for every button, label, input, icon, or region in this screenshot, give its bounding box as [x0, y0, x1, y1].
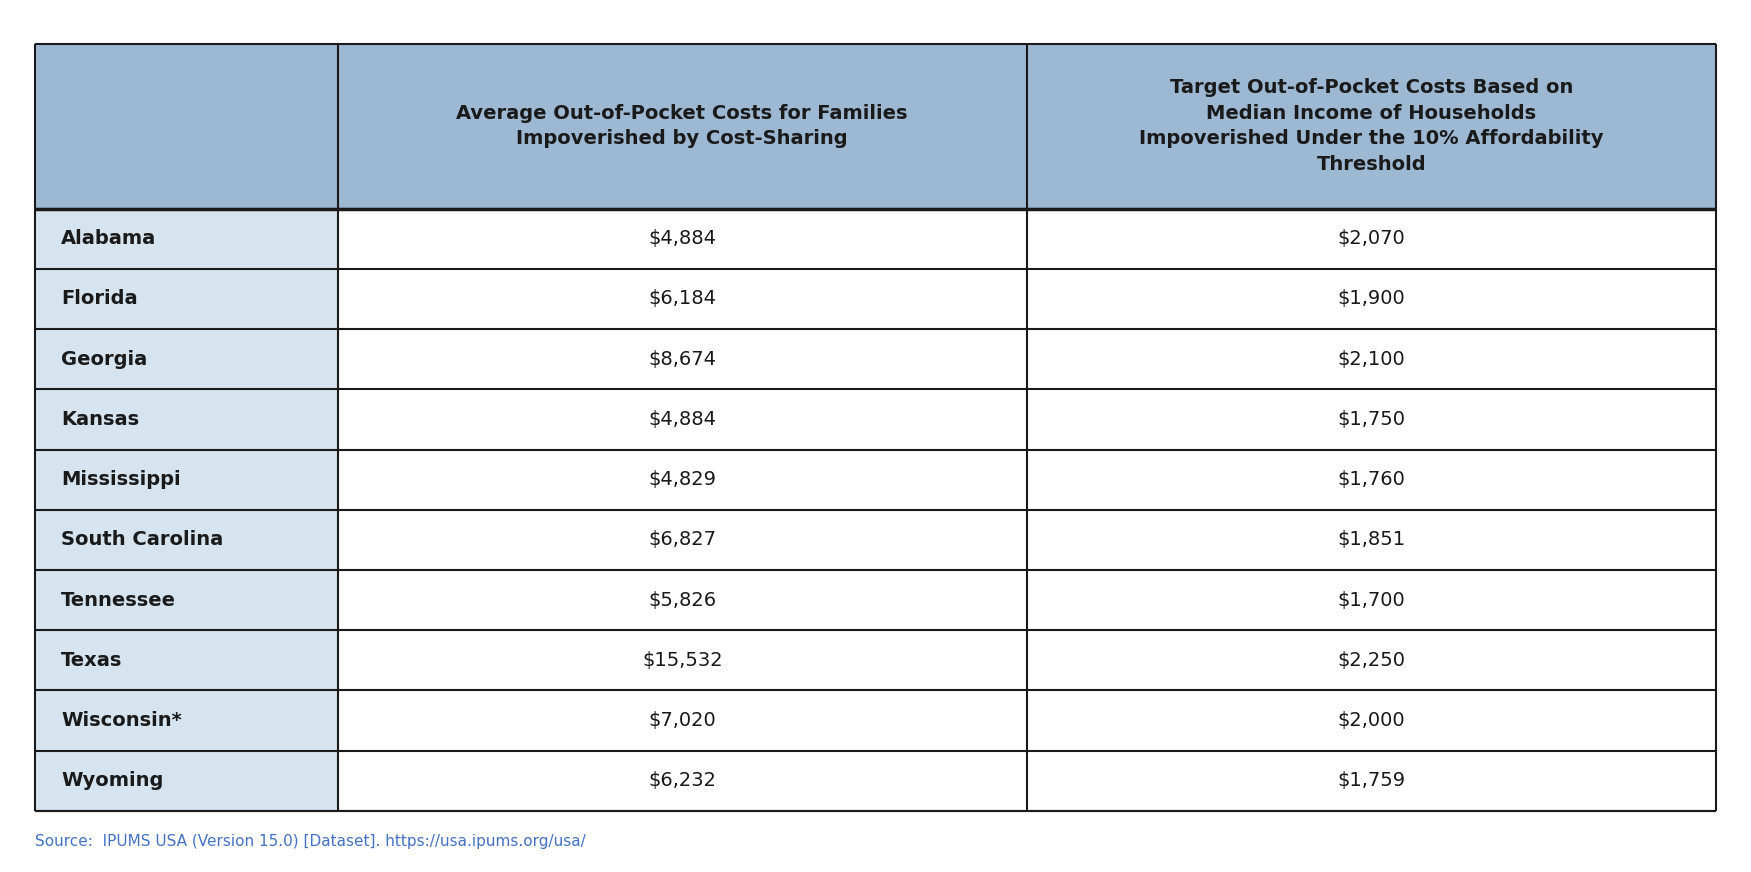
Bar — [1026, 389, 1716, 450]
Bar — [338, 389, 1026, 450]
Bar — [35, 630, 338, 691]
Text: $6,827: $6,827 — [648, 530, 716, 549]
Bar — [35, 269, 338, 329]
Text: Target Out-of-Pocket Costs Based on
Median Income of Households
Impoverished Und: Target Out-of-Pocket Costs Based on Medi… — [1140, 78, 1604, 174]
Text: Wisconsin*: Wisconsin* — [61, 711, 182, 730]
Text: Wyoming: Wyoming — [61, 772, 163, 790]
Text: $1,760: $1,760 — [1338, 470, 1406, 489]
Text: $1,759: $1,759 — [1338, 772, 1406, 790]
Bar — [35, 389, 338, 450]
Bar — [35, 691, 338, 751]
Bar — [338, 751, 1026, 811]
Bar — [338, 450, 1026, 510]
Bar — [1026, 751, 1716, 811]
Text: Source:  IPUMS USA (Version 15.0) [Dataset]. https://usa.ipums.org/usa/: Source: IPUMS USA (Version 15.0) [Datase… — [35, 834, 587, 849]
Bar — [338, 570, 1026, 630]
Text: $2,100: $2,100 — [1338, 350, 1406, 369]
Bar — [338, 208, 1026, 269]
Bar — [338, 510, 1026, 570]
Text: Georgia: Georgia — [61, 350, 147, 369]
Bar — [35, 44, 338, 208]
Bar — [338, 44, 1026, 208]
Text: $2,070: $2,070 — [1338, 229, 1406, 249]
Text: South Carolina: South Carolina — [61, 530, 224, 549]
Text: Alabama: Alabama — [61, 229, 156, 249]
Bar — [1026, 510, 1716, 570]
Bar — [1026, 570, 1716, 630]
Text: Tennessee: Tennessee — [61, 590, 177, 610]
Text: $4,884: $4,884 — [648, 410, 716, 429]
Text: $1,700: $1,700 — [1338, 590, 1406, 610]
Bar — [338, 329, 1026, 389]
Text: $1,750: $1,750 — [1338, 410, 1406, 429]
Bar — [1026, 44, 1716, 208]
Bar — [338, 269, 1026, 329]
Text: $8,674: $8,674 — [648, 350, 716, 369]
Bar — [1026, 208, 1716, 269]
Text: $1,900: $1,900 — [1338, 290, 1406, 309]
Text: $2,000: $2,000 — [1338, 711, 1406, 730]
Text: $4,884: $4,884 — [648, 229, 716, 249]
Bar — [338, 691, 1026, 751]
Bar — [1026, 269, 1716, 329]
Text: $6,184: $6,184 — [648, 290, 716, 309]
Bar — [1026, 329, 1716, 389]
Text: Texas: Texas — [61, 651, 123, 670]
Text: Average Out-of-Pocket Costs for Families
Impoverished by Cost-Sharing: Average Out-of-Pocket Costs for Families… — [457, 104, 909, 148]
Bar — [1026, 691, 1716, 751]
Text: $7,020: $7,020 — [648, 711, 716, 730]
Bar — [35, 570, 338, 630]
Bar — [35, 450, 338, 510]
Bar — [35, 751, 338, 811]
Bar — [35, 510, 338, 570]
Text: $6,232: $6,232 — [648, 772, 716, 790]
Bar — [1026, 450, 1716, 510]
Bar — [1026, 630, 1716, 691]
Bar — [35, 208, 338, 269]
Bar — [35, 329, 338, 389]
Bar — [338, 630, 1026, 691]
Text: $4,829: $4,829 — [648, 470, 716, 489]
Text: $2,250: $2,250 — [1338, 651, 1406, 670]
Text: Mississippi: Mississippi — [61, 470, 180, 489]
Text: $5,826: $5,826 — [648, 590, 716, 610]
Text: Kansas: Kansas — [61, 410, 140, 429]
Text: $15,532: $15,532 — [643, 651, 723, 670]
Text: Florida: Florida — [61, 290, 138, 309]
Text: $1,851: $1,851 — [1338, 530, 1406, 549]
